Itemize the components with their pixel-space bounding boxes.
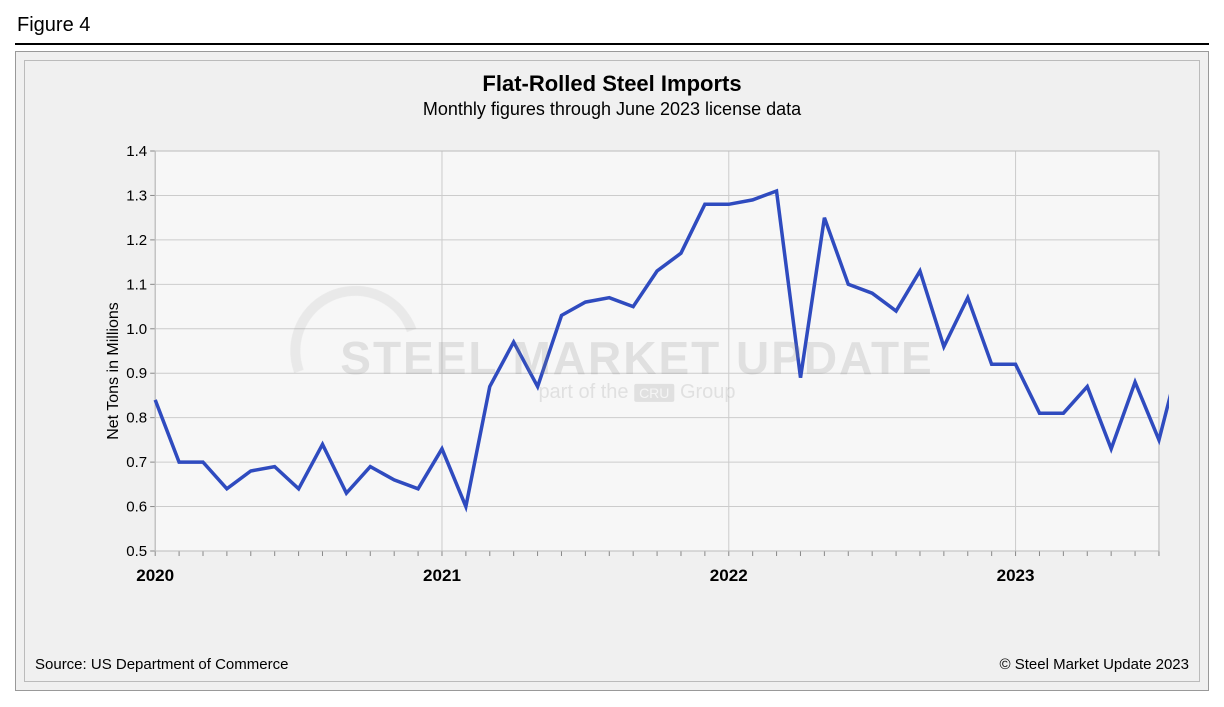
svg-text:1.1: 1.1 [126,276,147,293]
svg-text:2020: 2020 [136,566,174,585]
svg-text:1.0: 1.0 [126,321,147,338]
svg-text:1.3: 1.3 [126,187,147,204]
source-text: Source: US Department of Commerce [35,656,288,673]
svg-text:2023: 2023 [997,566,1035,585]
svg-text:1.2: 1.2 [126,232,147,249]
chart-subtitle: Monthly figures through June 2023 licens… [25,99,1199,120]
chart-inner: Flat-Rolled Steel Imports Monthly figure… [24,60,1200,682]
svg-text:0.6: 0.6 [126,499,147,516]
svg-text:0.9: 0.9 [126,365,147,382]
svg-text:0.8: 0.8 [126,410,147,427]
svg-text:1.4: 1.4 [126,143,147,160]
figure-label: Figure 4 [15,10,1209,45]
copyright-text: © Steel Market Update 2023 [1000,656,1190,673]
chart-title: Flat-Rolled Steel Imports [25,71,1199,97]
plot-area: STEEL MARKET UPDATE part of the CRU Grou… [105,141,1169,601]
line-chart-svg: 0.5 0.6 0.7 0.8 0.9 1.0 1.1 1.2 1.3 1.4 2020 2021 20… [105,141,1169,601]
chart-panel: Flat-Rolled Steel Imports Monthly figure… [15,51,1209,691]
svg-text:2021: 2021 [423,566,461,585]
svg-text:0.5: 0.5 [126,543,147,560]
svg-text:0.7: 0.7 [126,454,147,471]
svg-text:2022: 2022 [710,566,748,585]
